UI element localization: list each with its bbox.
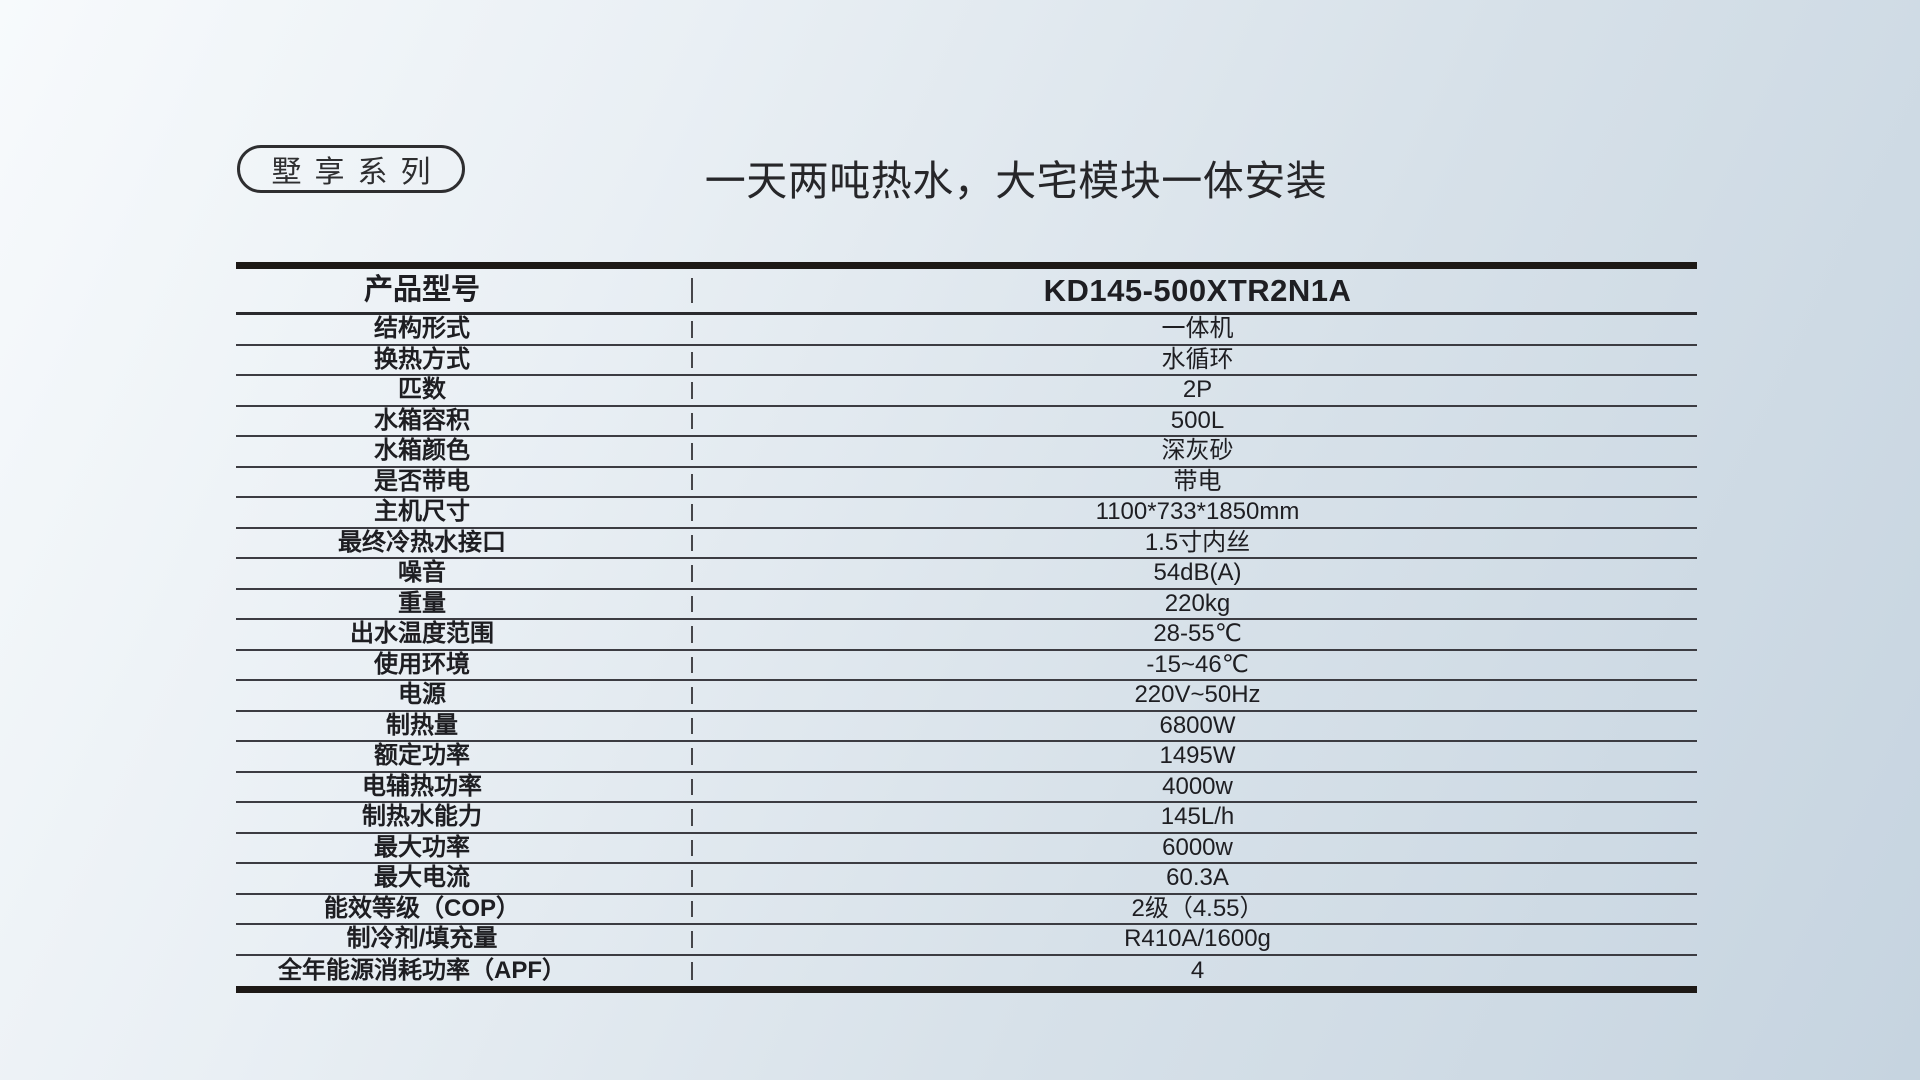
row-label: 换热方式 — [374, 345, 470, 373]
table-row: 主机尺寸 1100*733*1850mm — [236, 498, 1697, 529]
row-value: 4 — [1190, 956, 1205, 984]
row-label: 是否带电 — [374, 467, 470, 495]
table-row: 最大电流 60.3A — [236, 864, 1697, 895]
page-title: 一天两吨热水，大宅模块一体安装 — [704, 158, 1328, 204]
table-row: 能效等级（COP） 2级（4.55） — [236, 894, 1697, 925]
row-label: 最终冷热水接口 — [338, 528, 506, 556]
header-label: 产品型号 — [363, 274, 480, 306]
row-label: 最大电流 — [374, 864, 470, 892]
row-label: 额定功率 — [374, 742, 470, 770]
row-value: 深灰砂 — [1161, 437, 1234, 465]
row-label: 全年能源消耗功率（APF） — [278, 956, 566, 984]
row-value: 2P — [1182, 376, 1213, 404]
table-row: 使用环境 -15~46℃ — [236, 650, 1697, 681]
row-value: 带电 — [1173, 467, 1222, 495]
row-value: 60.3A — [1166, 864, 1229, 892]
row-value: 1.5寸内丝 — [1144, 528, 1251, 556]
table-row: 换热方式 水循环 — [236, 345, 1697, 376]
row-label: 结构形式 — [374, 315, 470, 343]
row-label: 制热水能力 — [362, 803, 482, 831]
table-row: 匹数 2P — [236, 376, 1697, 407]
row-label: 出水温度范围 — [350, 620, 494, 648]
row-label: 水箱容积 — [374, 406, 470, 434]
row-label: 噪音 — [398, 559, 446, 587]
header-value: KD145-500XTR2N1A — [1043, 273, 1352, 308]
row-label: 水箱颜色 — [374, 437, 470, 465]
row-value: 4000w — [1162, 772, 1233, 800]
table-row: 全年能源消耗功率（APF） 4 — [236, 956, 1697, 987]
table-row: 制冷剂/填充量 R410A/1600g — [236, 925, 1697, 956]
row-label: 制热量 — [386, 711, 458, 739]
spec-table: 产品型号 KD145-500XTR2N1A 结构形式 一体机 换热方式 水循环 … — [236, 262, 1697, 993]
row-value: 54dB(A) — [1153, 559, 1242, 587]
row-value: R410A/1600g — [1124, 925, 1271, 953]
row-value: 一体机 — [1161, 315, 1234, 343]
table-row: 噪音 54dB(A) — [236, 559, 1697, 590]
table-row: 制热水能力 145L/h — [236, 803, 1697, 834]
row-value: 28-55℃ — [1153, 620, 1242, 648]
table-row: 是否带电 带电 — [236, 467, 1697, 498]
table-row: 水箱容积 500L — [236, 406, 1697, 437]
table-row: 水箱颜色 深灰砂 — [236, 437, 1697, 468]
table-row: 电源 220V~50Hz — [236, 681, 1697, 712]
row-label: 电辅热功率 — [362, 772, 482, 800]
row-label: 最大功率 — [374, 833, 470, 861]
table-row: 额定功率 1495W — [236, 742, 1697, 773]
series-badge: 墅享系列 — [237, 145, 465, 193]
row-value: 6800W — [1159, 711, 1236, 739]
spec-table-body: 结构形式 一体机 换热方式 水循环 匹数 2P 水箱容积 500L 水箱颜色 深… — [236, 315, 1697, 986]
row-label: 电源 — [398, 681, 446, 709]
row-value: 2级（4.55） — [1131, 894, 1264, 922]
row-label: 匹数 — [398, 376, 446, 404]
row-label: 重量 — [398, 589, 446, 617]
row-label: 制冷剂/填充量 — [346, 925, 498, 953]
row-value: 500L — [1170, 406, 1225, 434]
table-row: 最终冷热水接口 1.5寸内丝 — [236, 528, 1697, 559]
series-badge-label: 墅享系列 — [271, 156, 444, 189]
row-value: -15~46℃ — [1146, 650, 1249, 678]
row-label: 主机尺寸 — [374, 498, 470, 526]
table-header-row: 产品型号 KD145-500XTR2N1A — [236, 269, 1697, 315]
table-row: 最大功率 6000w — [236, 833, 1697, 864]
table-row: 重量 220kg — [236, 589, 1697, 620]
row-value: 145L/h — [1160, 803, 1235, 831]
row-label: 能效等级（COP） — [323, 894, 520, 922]
table-row: 电辅热功率 4000w — [236, 772, 1697, 803]
table-row: 结构形式 一体机 — [236, 315, 1697, 346]
row-value: 220kg — [1164, 589, 1231, 617]
row-value: 1495W — [1159, 742, 1236, 770]
table-row: 出水温度范围 28-55℃ — [236, 620, 1697, 651]
row-value: 6000w — [1162, 833, 1233, 861]
row-value: 220V~50Hz — [1134, 681, 1261, 709]
row-value: 水循环 — [1161, 345, 1234, 373]
row-value: 1100*733*1850mm — [1095, 498, 1300, 526]
table-row: 制热量 6800W — [236, 711, 1697, 742]
row-label: 使用环境 — [374, 650, 470, 678]
